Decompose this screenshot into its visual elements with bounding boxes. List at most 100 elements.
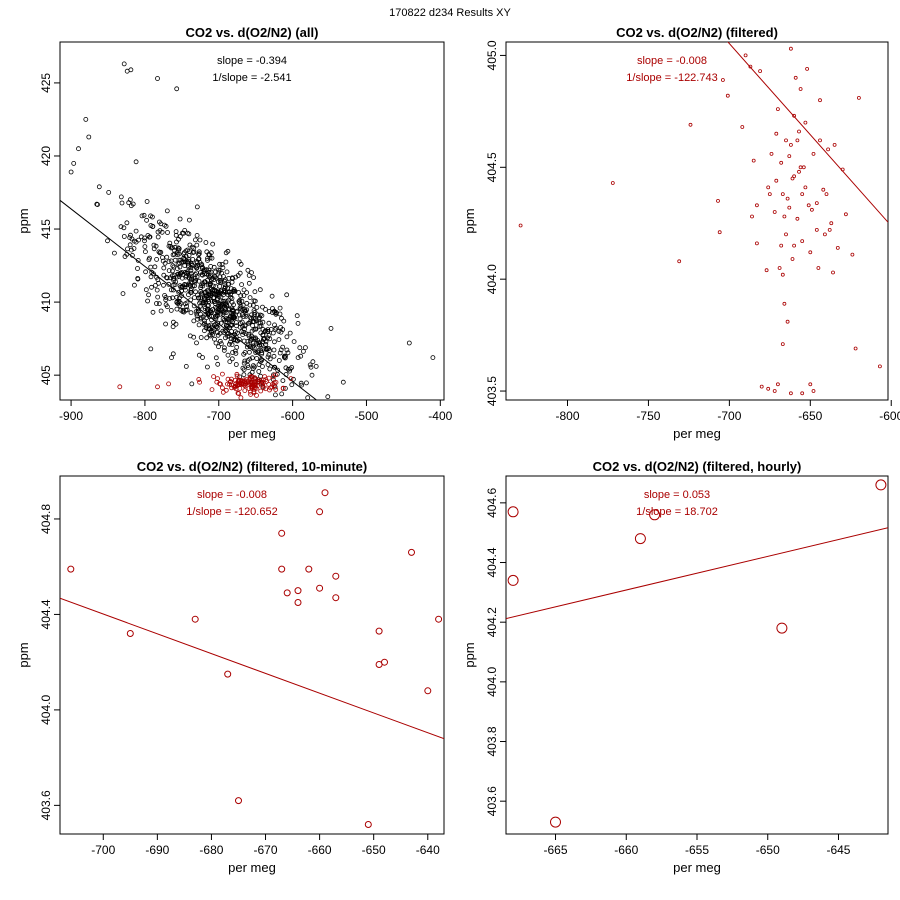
x-tick-label: -660 xyxy=(308,843,332,857)
x-tick-label: -500 xyxy=(354,409,378,423)
data-point xyxy=(121,225,127,231)
x-tick-label: -750 xyxy=(636,409,660,423)
data-point xyxy=(780,272,785,277)
x-tick-label: -600 xyxy=(281,409,305,423)
data-point xyxy=(332,572,340,580)
data-point xyxy=(776,107,780,111)
data-point xyxy=(143,287,149,293)
data-point xyxy=(266,381,272,387)
data-point xyxy=(217,261,223,267)
data-point xyxy=(141,212,147,218)
data-point xyxy=(165,230,170,235)
data-point xyxy=(169,355,174,361)
data-point xyxy=(239,282,245,288)
data-point xyxy=(221,347,227,353)
data-point xyxy=(174,239,179,245)
data-point xyxy=(212,291,218,297)
data-point xyxy=(801,165,806,170)
data-point xyxy=(303,380,309,386)
data-point xyxy=(189,381,195,387)
data-point xyxy=(406,340,412,346)
panel-2: CO2 vs. d(O2/N2) (filtered) -800 -750 -700 -… xyxy=(462,25,900,441)
data-point xyxy=(245,363,251,368)
data-point xyxy=(271,339,277,345)
data-point xyxy=(246,333,252,339)
data-point xyxy=(152,264,158,270)
data-point xyxy=(211,374,217,380)
data-point xyxy=(129,252,135,258)
x-tick-label: -700 xyxy=(207,409,231,423)
data-point xyxy=(219,385,225,391)
data-point xyxy=(188,310,194,316)
fit-line xyxy=(60,597,444,740)
data-point xyxy=(207,309,213,314)
data-point xyxy=(174,299,180,305)
y-tick-label: 410 xyxy=(39,292,53,312)
data-point xyxy=(759,384,764,389)
data-point xyxy=(824,192,829,197)
data-point xyxy=(844,212,848,217)
data-point xyxy=(198,335,204,340)
data-point xyxy=(197,379,203,385)
y-tick-label: 403.6 xyxy=(39,790,53,820)
data-point xyxy=(225,316,231,322)
data-point xyxy=(284,292,290,298)
data-point xyxy=(610,181,615,185)
data-point xyxy=(194,232,200,238)
data-point xyxy=(218,381,223,387)
data-point xyxy=(241,293,247,298)
data-point xyxy=(120,291,126,297)
data-point xyxy=(162,293,168,298)
data-point xyxy=(305,395,311,400)
data-point xyxy=(157,250,163,256)
data-point xyxy=(236,336,242,342)
data-point xyxy=(139,213,145,219)
y-tick-label: 404.0 xyxy=(485,264,499,294)
data-point xyxy=(163,321,169,327)
data-point xyxy=(253,377,259,382)
y-tick-label: 420 xyxy=(39,146,53,166)
data-point xyxy=(222,328,228,334)
data-point xyxy=(133,159,139,165)
data-point xyxy=(206,269,212,275)
data-point xyxy=(787,154,792,159)
data-point xyxy=(294,587,302,595)
data-point xyxy=(795,138,800,143)
data-point xyxy=(201,328,207,334)
data-point xyxy=(167,240,173,246)
annotation-line: slope = -0.394 xyxy=(217,55,287,67)
data-point xyxy=(266,352,272,358)
data-point xyxy=(190,250,196,256)
data-point xyxy=(805,67,809,71)
data-point xyxy=(780,192,785,197)
data-point xyxy=(231,302,236,308)
annotation-line: 1/slope = -2.541 xyxy=(212,72,291,84)
data-point xyxy=(227,381,233,387)
data-point xyxy=(233,362,239,367)
plot-frame xyxy=(505,475,889,835)
data-point xyxy=(178,257,184,263)
plot-area xyxy=(60,489,444,828)
data-point xyxy=(234,338,240,344)
data-point xyxy=(241,351,247,357)
data-point xyxy=(148,223,154,228)
data-point xyxy=(174,294,180,300)
data-point xyxy=(281,318,287,324)
data-point xyxy=(125,246,130,252)
x-axis-label: per meg xyxy=(673,426,721,441)
data-point xyxy=(224,302,230,308)
data-point xyxy=(170,263,176,269)
data-point xyxy=(779,243,784,248)
data-point xyxy=(792,243,796,248)
data-point xyxy=(244,344,250,350)
data-point xyxy=(272,392,278,398)
data-point xyxy=(155,234,161,240)
data-point xyxy=(789,391,793,396)
data-point xyxy=(242,326,247,332)
data-point xyxy=(247,374,253,380)
data-point xyxy=(194,259,200,264)
data-point xyxy=(196,251,202,257)
annotation-line: 1/slope = -120.652 xyxy=(186,506,277,518)
data-point xyxy=(772,210,777,214)
data-point xyxy=(195,306,201,312)
